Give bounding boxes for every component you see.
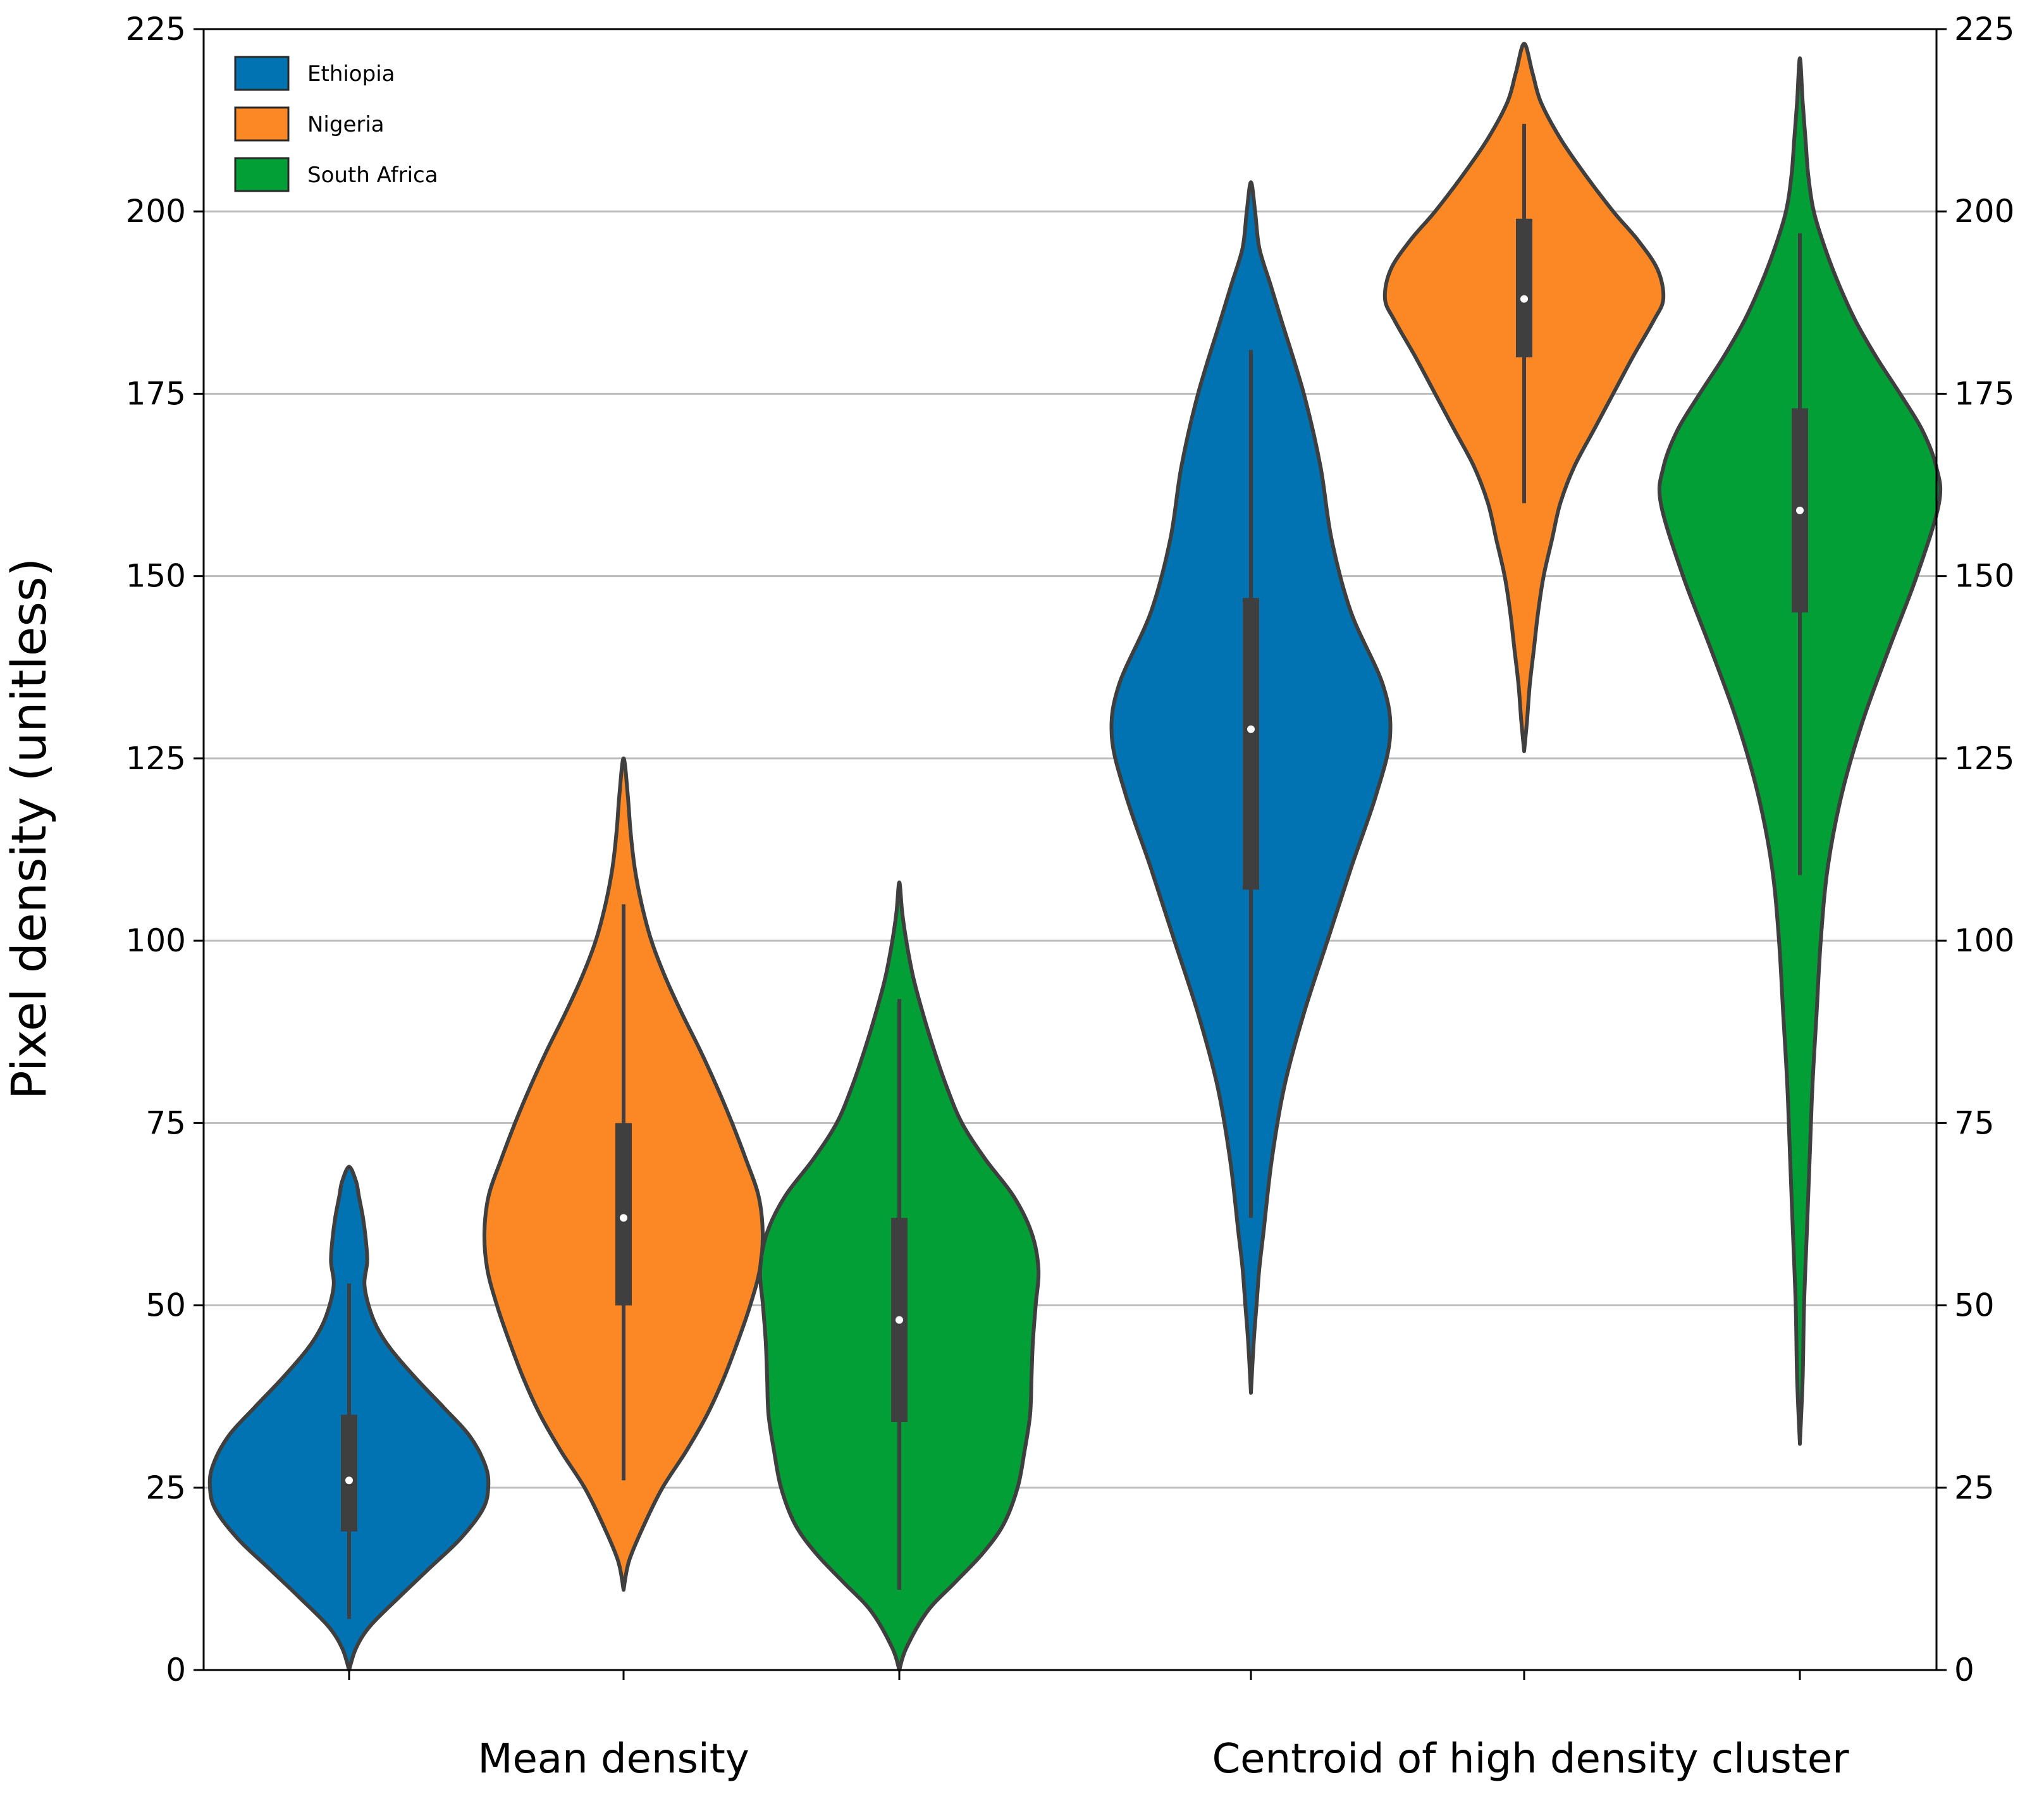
legend-swatch-nigeria [234, 106, 290, 142]
violin-median-dot [1247, 725, 1255, 733]
y-tick-label-right: 225 [1954, 11, 2014, 47]
y-tick-label-right: 75 [1954, 1104, 1995, 1141]
x-category-label-mean-density: Mean density [477, 1736, 749, 1783]
y-tick-label-right: 150 [1954, 558, 2014, 595]
y-tick-label-left: 200 [126, 193, 186, 230]
y-tick-label-left: 100 [126, 922, 186, 959]
y-tick-label-left: 50 [145, 1287, 186, 1324]
y-tick-label-left: 0 [166, 1652, 186, 1688]
legend-item-ethiopia: Ethiopia [234, 56, 395, 91]
violins [207, 42, 1943, 1672]
y-tick-label-left: 175 [126, 375, 186, 412]
y-ticks-right: 0 25 50 75 100 125 150 175 200 225 [1936, 11, 2014, 1688]
violin-south-africa-centroid-of-high-density-cluster [1657, 56, 1943, 1446]
y-axis-label: Pixel density (unitless) [1, 558, 57, 1099]
violin-ethiopia-mean-density [207, 1165, 491, 1672]
violin-iqr-box [1516, 218, 1532, 357]
axes [202, 28, 1938, 1680]
y-tick-label-left: 150 [126, 558, 186, 595]
violin-median-dot [896, 1316, 903, 1324]
y-tick-label-right: 100 [1954, 922, 2014, 959]
violin-ethiopia-centroid-of-high-density-cluster [1109, 180, 1393, 1395]
x-category-labels: Mean density Centroid of high density clu… [477, 1736, 1849, 1783]
y-tick-label-right: 125 [1954, 740, 2014, 777]
legend-swatch-south-africa [234, 157, 290, 192]
y-tick-label-left: 25 [145, 1469, 186, 1506]
y-tick-label-right: 175 [1954, 375, 2014, 412]
legend-label-ethiopia: Ethiopia [307, 61, 395, 87]
y-tick-label-right: 0 [1954, 1652, 1974, 1688]
violin-iqr-box [341, 1414, 357, 1531]
legend-label-south-africa: South Africa [307, 163, 438, 188]
y-ticks-left: 0 25 50 75 100 125 150 175 200 225 [126, 11, 204, 1688]
legend: Ethiopia Nigeria South Africa [234, 56, 438, 192]
legend-item-nigeria: Nigeria [234, 106, 385, 142]
y-tick-label-left: 125 [126, 740, 186, 777]
violin-median-dot [1520, 295, 1528, 303]
violin-median-dot [345, 1476, 353, 1485]
legend-swatch-ethiopia [234, 56, 290, 91]
violin-median-dot [620, 1214, 627, 1222]
y-tick-label-right: 50 [1954, 1287, 1995, 1324]
y-tick-label-right: 25 [1954, 1469, 1995, 1506]
y-tick-label-left: 225 [126, 11, 186, 47]
violin-nigeria-centroid-of-high-density-cluster [1382, 42, 1666, 753]
legend-item-south-africa: South Africa [234, 157, 438, 192]
y-tick-label-right: 200 [1954, 193, 2014, 230]
legend-label-nigeria: Nigeria [307, 112, 385, 137]
violin-median-dot [1796, 506, 1804, 514]
violin-south-africa-mean-density [758, 880, 1041, 1672]
violin-nigeria-mean-density [482, 756, 765, 1592]
x-category-label-centroid-of-high-density-cluster: Centroid of high density cluster [1212, 1736, 1849, 1783]
violin-iqr-box [1243, 598, 1259, 890]
y-tick-label-left: 75 [145, 1104, 186, 1141]
